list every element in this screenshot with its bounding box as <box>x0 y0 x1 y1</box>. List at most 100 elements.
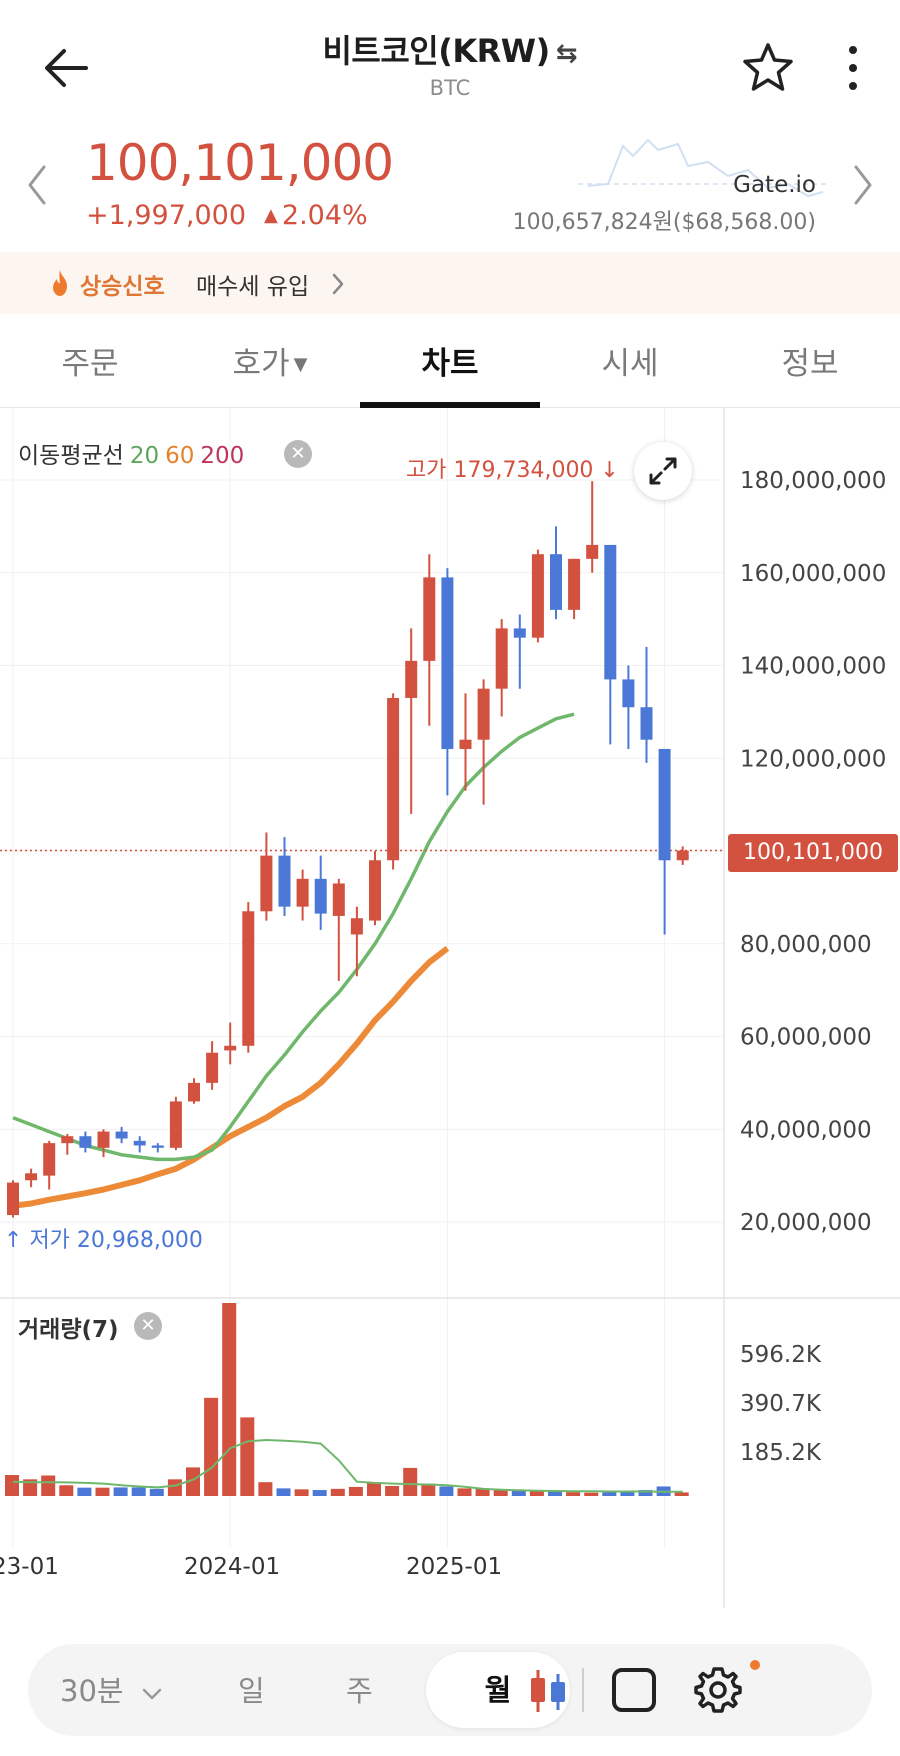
price-axis-label: 180,000,000 <box>740 468 886 494</box>
price-axis-label: 20,000,000 <box>740 1210 872 1236</box>
chevron-down-icon <box>142 1688 162 1700</box>
signal-text: 매수세 유입 <box>196 274 310 300</box>
expand-icon <box>649 457 677 485</box>
dropdown-triangle-icon: ▼ <box>293 354 308 375</box>
price-axis-label: 40,000,000 <box>740 1117 872 1143</box>
candle-down <box>658 748 671 861</box>
candle-up <box>676 850 689 861</box>
candle-down <box>133 1140 146 1146</box>
tab-order[interactable]: 주문 <box>0 338 180 383</box>
remove-volume-button[interactable]: ✕ <box>134 1312 162 1340</box>
candlestick-icon[interactable] <box>526 1668 570 1714</box>
exchange-name[interactable]: Gate.io <box>733 172 816 198</box>
interval-dropdown[interactable]: 30분 <box>60 1668 163 1710</box>
square-icon[interactable] <box>610 1666 658 1714</box>
volume-axis-label: 185.2K <box>740 1440 822 1466</box>
volume-bar <box>403 1467 418 1496</box>
candle-up <box>459 739 472 749</box>
volume-bar <box>294 1489 309 1496</box>
volume-bar <box>584 1492 599 1496</box>
tab-label: 정보 <box>781 346 839 382</box>
chart-canvas[interactable]: 180,000,000 160,000,000 140,000,000 120,000… <box>0 408 900 1608</box>
signal-label: 상승신호 <box>80 274 165 300</box>
candle-up <box>43 1143 56 1176</box>
volume-bar <box>167 1479 182 1496</box>
volume-bar <box>23 1479 38 1496</box>
more-vertical-icon[interactable] <box>838 42 868 94</box>
ma60-line <box>12 946 450 1209</box>
expand-button[interactable] <box>634 442 692 500</box>
signal-banner[interactable]: 상승신호 매수세 유입 <box>0 252 900 314</box>
volume-bar <box>548 1491 562 1496</box>
volume-bar <box>222 1303 237 1496</box>
volume-bar <box>330 1488 345 1496</box>
arrow-left-icon[interactable] <box>40 42 92 94</box>
candle-down <box>115 1131 128 1139</box>
low-price-label: ↑ 저가 20,968,000 <box>4 1222 203 1254</box>
volume-axis-label: 596.2K <box>740 1342 822 1368</box>
swap-icon[interactable]: ⇆ <box>555 39 578 69</box>
title-block[interactable]: 비트코인(KRW) ⇆ BTC <box>0 26 900 100</box>
tab-info[interactable]: 정보 <box>720 338 900 383</box>
price-axis-label: 140,000,000 <box>740 654 886 680</box>
exchange-price: 100,657,824원($68,568.00) <box>512 210 816 235</box>
candle-up <box>531 554 544 638</box>
volume-bar <box>385 1485 400 1496</box>
tab-label: 주문 <box>61 346 119 382</box>
volume-bar <box>113 1487 128 1496</box>
candle-down <box>441 577 454 749</box>
interval-dropdown-label: 30분 <box>60 1674 124 1708</box>
volume-bar <box>620 1491 635 1496</box>
interval-month[interactable]: 월 <box>426 1652 570 1728</box>
tab-bar: 주문 호가 ▼ 차트 시세 정보 <box>0 314 900 408</box>
active-tab-indicator <box>360 402 540 408</box>
volume-bar <box>95 1487 110 1496</box>
gear-icon[interactable] <box>692 1664 744 1716</box>
tab-label: 차트 <box>421 346 479 382</box>
volume-bar <box>59 1485 74 1496</box>
chevron-right-icon[interactable] <box>848 162 878 208</box>
star-outline-icon[interactable] <box>740 40 796 96</box>
toolbar-divider <box>582 1668 584 1712</box>
volume-bar <box>439 1486 454 1496</box>
candle-up <box>242 911 255 1046</box>
volume-bar <box>5 1475 19 1496</box>
candle-up <box>169 1101 182 1148</box>
volume-bar <box>131 1487 146 1496</box>
interval-week[interactable]: 주 <box>346 1674 373 1708</box>
change-amount: +1,997,000 <box>86 200 247 231</box>
volume-bar <box>276 1488 291 1496</box>
candle-up <box>477 688 490 740</box>
candle-up <box>25 1173 38 1181</box>
candle-up <box>423 577 436 661</box>
interval-month-label: 월 <box>484 1673 512 1707</box>
volume-bar <box>348 1486 363 1496</box>
candle-down <box>604 544 617 680</box>
tab-chart[interactable]: 차트 <box>360 338 540 383</box>
volume-bar <box>457 1488 472 1496</box>
candle-down <box>278 855 291 907</box>
volume-bar <box>493 1489 508 1496</box>
candle-down <box>79 1136 92 1148</box>
price-chart[interactable]: 180,000,000 160,000,000 140,000,000 120,000… <box>0 408 900 1608</box>
volume-axis-label: 390.7K <box>740 1391 822 1417</box>
candle-up <box>495 628 508 689</box>
tab-market-price[interactable]: 시세 <box>540 338 720 383</box>
volume-bar <box>674 1492 689 1496</box>
notification-dot <box>750 1660 760 1670</box>
candle-up <box>206 1052 219 1083</box>
x-axis-label: 2025-01 <box>406 1554 502 1580</box>
ma20-line <box>12 712 575 1162</box>
chevron-left-icon[interactable] <box>22 162 52 208</box>
candle-down <box>513 628 526 638</box>
price-axis-label: 80,000,000 <box>740 932 872 958</box>
last-price-tag: 100,101,000 <box>728 834 898 872</box>
volume-ma-line <box>12 1438 683 1493</box>
top-bar: 비트코인(KRW) ⇆ BTC <box>0 0 900 120</box>
remove-ma-button[interactable]: ✕ <box>284 440 312 468</box>
tab-orderbook[interactable]: 호가 ▼ <box>180 338 360 383</box>
interval-day[interactable]: 일 <box>238 1674 265 1708</box>
volume-bar <box>186 1467 200 1496</box>
chart-toolbar: 30분 일 주 월 <box>28 1644 872 1736</box>
current-price: 100,101,000 <box>86 134 394 192</box>
